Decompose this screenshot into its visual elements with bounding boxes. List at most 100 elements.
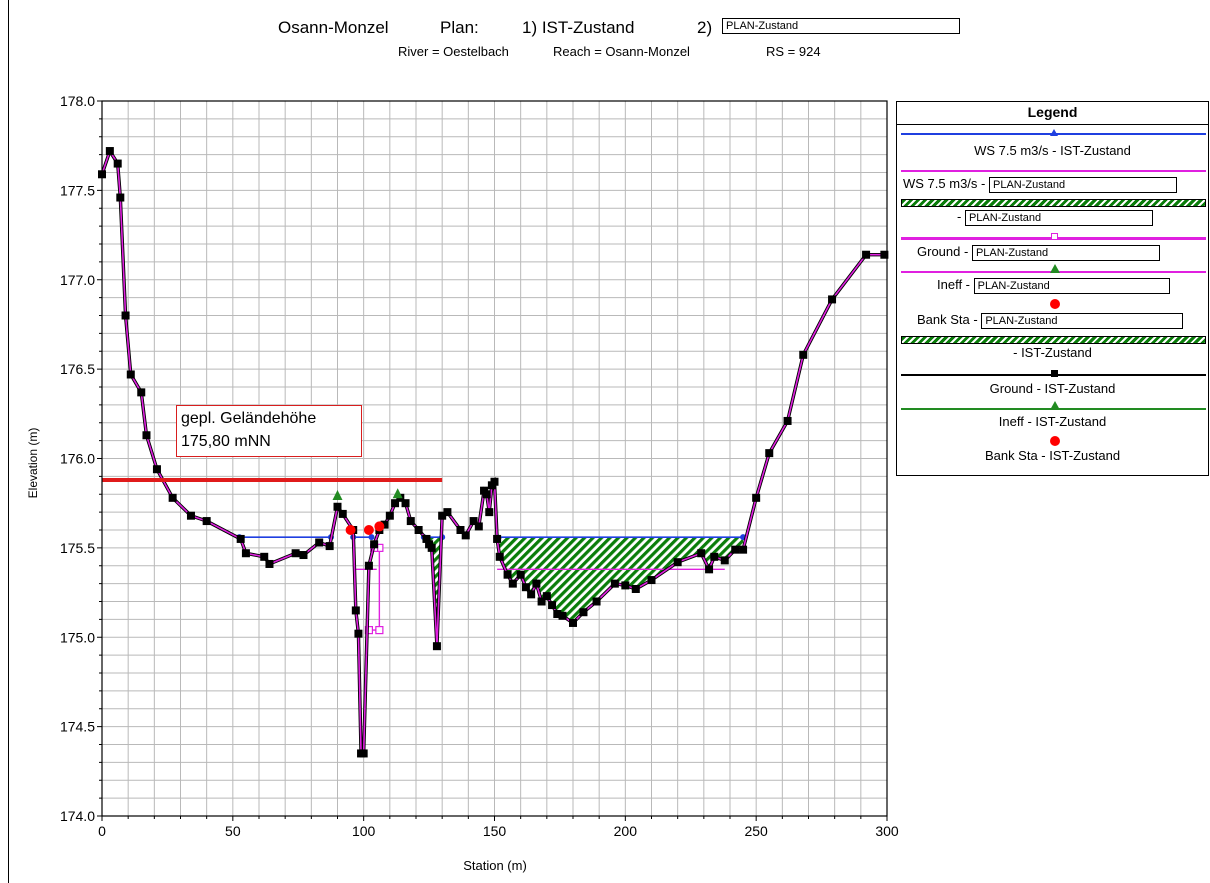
ground-point (720, 556, 729, 565)
axes: 174.0 174.5 175.0 175.5 176.0 176.5 177.0 177.5… (60, 93, 899, 839)
ground-point (783, 416, 792, 425)
ground-point (548, 601, 557, 610)
legend-swatch-hatch-ist (901, 336, 1206, 344)
legend-item-ws-ist: WS 7.5 m3/s - IST-Zustand (974, 143, 1131, 158)
y-axis-title: Elevation (m) (26, 428, 40, 499)
ground-point (137, 388, 146, 397)
y-tick-label: 175.5 (60, 540, 95, 556)
legend-triangle-icon (1050, 129, 1058, 136)
reach-label: Reach = Osann-Monzel (553, 44, 690, 59)
ground-point (333, 502, 342, 511)
ground-point (647, 576, 656, 585)
planned-ground-level-annotation: gepl. Geländehöhe 175,80 mNN (176, 405, 362, 457)
legend-item-ineff-ist: Ineff - IST-Zustand (998, 414, 1107, 429)
ground-point (739, 545, 748, 554)
ground-point (469, 517, 478, 526)
ground-point (236, 534, 245, 543)
y-tick-label: 178.0 (60, 93, 95, 109)
x-tick-label: 50 (225, 823, 241, 839)
y-tick-label: 177.5 (60, 182, 95, 198)
ground-point (592, 597, 601, 606)
ineff-marker (332, 490, 343, 501)
ground-point (354, 629, 363, 638)
ineff-marker (392, 488, 403, 499)
ground-point (291, 549, 300, 558)
legend-item-hatch-plan: - PLAN-Zustand (957, 209, 1210, 226)
ground-point (569, 618, 577, 627)
ground-point (765, 449, 774, 458)
ground-point (370, 540, 379, 549)
x-tick-label: 250 (744, 823, 768, 839)
ground-point (610, 579, 619, 588)
ground-point (558, 611, 567, 620)
y-tick-label: 175.0 (60, 629, 95, 645)
y-tick-label: 174.0 (60, 808, 95, 824)
ground-point (432, 642, 441, 651)
ground-point (456, 526, 465, 534)
ground-point (152, 465, 161, 474)
plan-label: Plan: (440, 18, 479, 37)
ground-point (493, 534, 502, 543)
ground-point (359, 749, 368, 758)
ground-point (621, 581, 630, 590)
legend-item-ineff-plan-box: PLAN-Zustand (973, 277, 1170, 294)
ineffective-area-fill (423, 537, 744, 647)
ground-point (673, 558, 682, 567)
ground-point (364, 561, 373, 570)
plan-1-label: 1) IST-Zustand (522, 18, 635, 37)
x-axis-title: Station (m) (463, 858, 527, 873)
legend-item-ineff-plan-prefix: Ineff - (937, 277, 971, 292)
ground-point (710, 552, 719, 561)
ground-point (385, 511, 394, 520)
ground-point (325, 542, 334, 551)
legend-item-ground-ist: Ground - IST-Zustand (989, 381, 1116, 396)
grid (102, 101, 887, 816)
ground-point (490, 477, 499, 486)
legend-item-ws-plan-box: PLAN-Zustand (988, 176, 1177, 193)
ground-point (142, 431, 151, 440)
ground-point (168, 493, 177, 502)
legend-item-hatch-ist: - IST-Zustand (1013, 345, 1092, 360)
river-label: River = Oestelbach (398, 44, 509, 59)
legend-item-ws-plan-prefix: WS 7.5 m3/s - (903, 176, 986, 191)
ground-point (126, 370, 135, 379)
ground-point (406, 517, 415, 526)
ground-point (113, 159, 122, 168)
ground-point (553, 610, 562, 619)
ground-point (299, 551, 308, 560)
ground-point (532, 579, 541, 588)
legend-item-bank-plan: Bank Sta - PLAN-Zustand (917, 312, 1210, 329)
ground-point (474, 522, 483, 531)
ground-point (731, 545, 740, 554)
ground-point (260, 552, 269, 561)
ground-point (105, 147, 114, 156)
ground-point (241, 549, 250, 558)
ground-point (438, 511, 447, 520)
plan-ground-point (375, 625, 384, 635)
ground-point (186, 511, 195, 520)
legend-item-ws-plan: WS 7.5 m3/s - PLAN-Zustand (903, 176, 1210, 193)
ground-point (752, 493, 761, 502)
ground-point (503, 570, 512, 579)
x-tick-label: 300 (875, 823, 899, 839)
legend-item-bank-ist: Bank Sta - IST-Zustand (984, 448, 1121, 463)
y-tick-label: 176.5 (60, 361, 95, 377)
y-tick-label: 176.0 (60, 451, 95, 467)
markers (102, 477, 443, 535)
x-tick-label: 200 (614, 823, 638, 839)
ws-ist-point (368, 534, 375, 541)
ground-point (485, 508, 494, 517)
legend-swatch-hatch-plan (901, 199, 1206, 207)
annotation-line-2: 175,80 mNN (181, 433, 271, 450)
ground-point (265, 559, 274, 568)
ground-point (495, 552, 504, 561)
x-tick-label: 100 (352, 823, 376, 839)
legend-dot-icon (1050, 299, 1060, 309)
legend-item-bank-plan-prefix: Bank Sta - (917, 312, 978, 327)
legend-item-ineff-plan: Ineff - PLAN-Zustand (937, 277, 1210, 294)
legend-dot-icon (1050, 436, 1060, 446)
ground-point (579, 608, 588, 617)
bank-station-marker (374, 521, 385, 532)
ground-point (537, 597, 546, 606)
